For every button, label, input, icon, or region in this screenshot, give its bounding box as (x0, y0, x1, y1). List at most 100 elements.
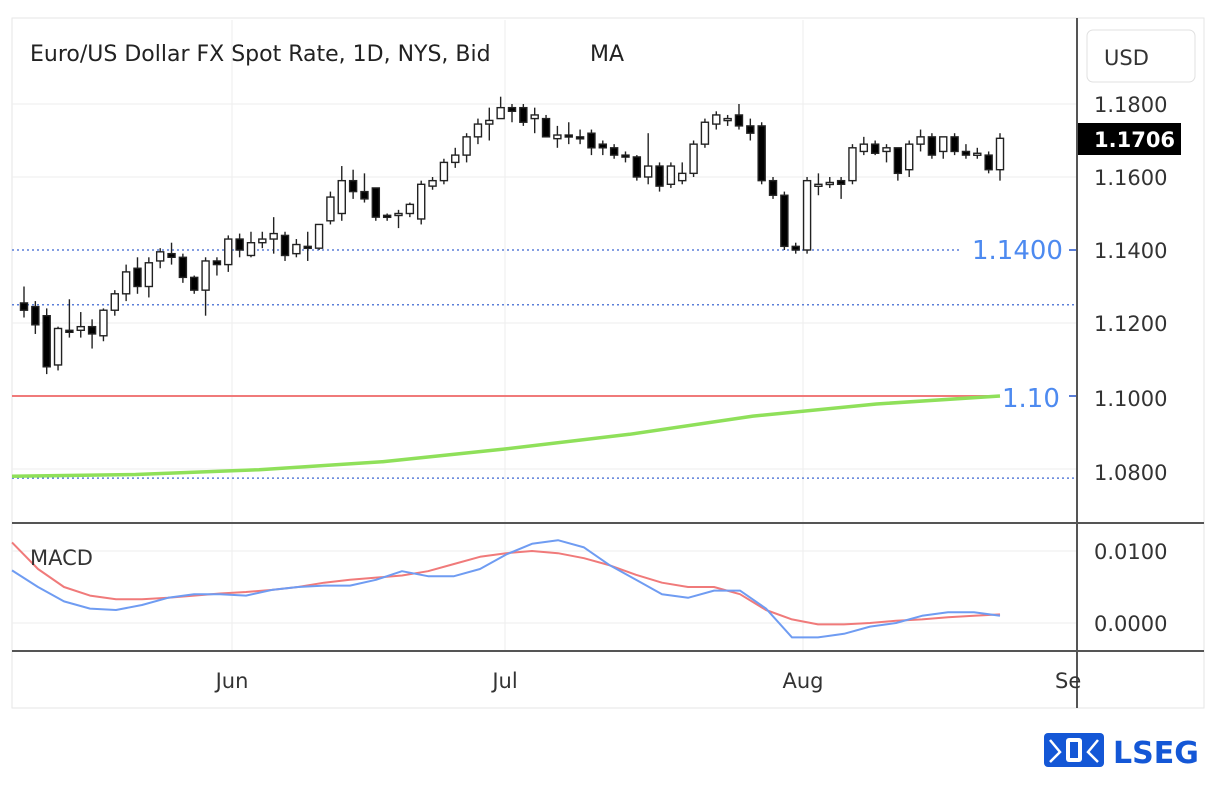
brand-name: LSEG (1113, 736, 1199, 771)
candle-body (462, 136, 471, 156)
candle-body (814, 183, 823, 188)
candle-body (791, 245, 800, 251)
candle (961, 144, 971, 159)
candle-body (632, 156, 642, 178)
candle (99, 308, 108, 342)
candle (42, 308, 51, 375)
candle (292, 239, 301, 258)
candle-body (360, 190, 369, 200)
candle (519, 104, 528, 126)
price-tick: 1.0800 (1094, 461, 1167, 485)
candle-body (212, 260, 222, 266)
candle (836, 177, 846, 199)
candle (995, 133, 1005, 181)
candle-body (961, 150, 971, 156)
macd-layer (11, 539, 1001, 639)
candle (121, 264, 131, 302)
candle (31, 301, 40, 334)
candle (927, 133, 937, 159)
candle (655, 162, 664, 192)
candle (201, 257, 210, 316)
candle (258, 231, 267, 249)
candle (53, 326, 63, 371)
candle (734, 104, 744, 130)
candle-body (700, 121, 710, 145)
candle (326, 191, 335, 225)
candle-body (541, 117, 551, 138)
candle (621, 151, 630, 163)
price-ticks: 1.1800 1.1600 1.1400 1.1200 1.1000 1.080… (1094, 93, 1167, 485)
candle-body (825, 181, 834, 186)
candle-body (53, 327, 63, 366)
candle-body (859, 143, 869, 153)
candle-body (405, 203, 415, 215)
price-tick: 1.1400 (1094, 239, 1167, 263)
candle-body (916, 136, 925, 145)
candle-body (973, 152, 982, 156)
candle-body (575, 136, 585, 140)
candle (224, 235, 233, 272)
price-tick: 1.1600 (1094, 166, 1167, 190)
candle-body (712, 114, 721, 125)
candle (451, 147, 460, 168)
candle-body (31, 305, 40, 326)
candle (746, 118, 755, 141)
macd-tick: 0.0100 (1094, 540, 1167, 564)
candle-body (42, 315, 51, 368)
candle (802, 177, 812, 254)
last-price-badge (1078, 123, 1181, 155)
candle (723, 114, 732, 126)
candle (609, 144, 619, 159)
candle (360, 173, 369, 203)
macd-line (11, 539, 1001, 639)
candle (904, 140, 914, 177)
candle-body (519, 106, 528, 123)
candle (428, 177, 437, 190)
candle-body (155, 251, 165, 262)
candle-body (848, 147, 857, 182)
candle (167, 242, 176, 265)
candle (700, 118, 710, 148)
candle (870, 140, 880, 156)
candle (190, 275, 199, 294)
candle (87, 319, 97, 349)
price-tick: 1.1000 (1094, 387, 1167, 411)
candle (303, 231, 312, 261)
month-label: Aug (782, 669, 823, 693)
candle-body (65, 329, 74, 333)
currency-box[interactable] (1086, 29, 1196, 83)
candle (859, 136, 869, 156)
moving-average-line (11, 394, 1001, 479)
macd-tick: 0.0000 (1094, 612, 1167, 636)
candle (768, 177, 778, 199)
candle (348, 169, 358, 199)
candle-body (609, 147, 619, 156)
currency-label: USD (1104, 46, 1149, 70)
candle-body (496, 106, 505, 120)
candle (144, 257, 154, 298)
support-level-label: 1.1400 (972, 236, 1063, 266)
candle-body (780, 194, 789, 248)
candle (246, 231, 256, 258)
candle-body (564, 134, 573, 138)
candle-body (939, 136, 948, 153)
candle-body (178, 256, 188, 279)
candle (405, 202, 415, 218)
last-price-value: 1.1706 (1094, 128, 1175, 152)
candle (825, 177, 834, 188)
candle-body (303, 245, 312, 250)
candle (530, 107, 539, 134)
chart-frame (11, 17, 1205, 709)
candle-body (950, 136, 959, 153)
candle-body (190, 276, 199, 291)
candle-body (416, 183, 426, 220)
candle (269, 217, 278, 254)
candle-layer (19, 96, 1005, 375)
candle-body (110, 293, 120, 311)
candle (564, 122, 573, 145)
candle-body (485, 119, 494, 125)
candle (212, 257, 222, 276)
candle (371, 187, 381, 221)
month-label: Jul (490, 669, 517, 693)
candle-body (768, 179, 778, 196)
